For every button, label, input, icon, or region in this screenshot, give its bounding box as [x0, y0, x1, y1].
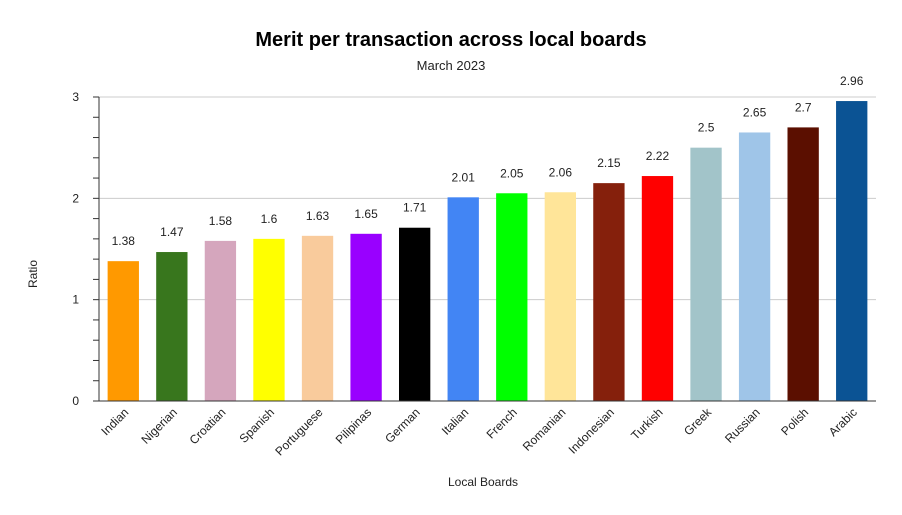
x-tick-label-pilipinas: Pilipinas: [333, 405, 375, 447]
x-tick-label-italian: Italian: [439, 405, 472, 438]
x-tick-label-russian: Russian: [722, 405, 763, 446]
bar-french: [496, 193, 528, 401]
x-tick-label-turkish: Turkish: [628, 405, 665, 442]
bar-greek: [690, 147, 722, 401]
data-label-indian: 1.38: [112, 234, 136, 248]
x-tick-label-french: French: [484, 405, 520, 441]
chart-title: Merit per transaction across local board…: [255, 29, 646, 51]
bar-pilipinas: [350, 233, 382, 401]
data-label-polish: 2.7: [795, 100, 812, 114]
x-tick-label-romanian: Romanian: [520, 405, 569, 454]
x-tick-label-arabic: Arabic: [826, 405, 860, 439]
data-labels: 1.38 1.47 1.58 1.6 1.63 1.65 1.71 2.01 2.05 2.06 2…: [112, 74, 864, 248]
x-tick-label-nigerian: Nigerian: [138, 405, 180, 447]
data-label-french: 2.05: [500, 166, 524, 180]
x-tick-label-indian: Indian: [98, 405, 131, 438]
data-label-pilipinas: 1.65: [354, 207, 378, 221]
chart-subtitle: March 2023: [417, 58, 486, 73]
y-tick-label: 1: [72, 293, 79, 307]
bar-indian: [107, 261, 139, 401]
x-axis-label: Local Boards: [448, 475, 518, 489]
bar-indonesian: [593, 183, 625, 401]
x-tick-label-croatian: Croatian: [187, 405, 229, 447]
y-tick-label: 3: [72, 90, 79, 104]
x-tick-label-polish: Polish: [778, 405, 811, 438]
data-label-german: 1.71: [403, 201, 427, 215]
data-label-arabic: 2.96: [840, 74, 864, 88]
x-tick-label-spanish: Spanish: [237, 405, 278, 446]
data-label-italian: 2.01: [452, 170, 476, 184]
bar-romanian: [544, 192, 577, 401]
bar-polish: [787, 127, 819, 402]
data-label-indonesian: 2.15: [597, 156, 621, 170]
bar-nigerian: [156, 252, 188, 401]
x-tick-label-german: German: [382, 405, 423, 446]
x-tick-label-indonesian: Indonesian: [566, 405, 617, 456]
data-label-turkish: 2.22: [646, 149, 670, 163]
data-label-romanian: 2.06: [549, 165, 573, 179]
bar-russian: [738, 132, 771, 401]
y-tick-label: 2: [72, 191, 79, 205]
x-tick-label-portuguese: Portuguese: [272, 405, 326, 459]
bar-arabic: [836, 101, 868, 401]
bar-turkish: [641, 176, 674, 401]
data-label-spanish: 1.6: [261, 212, 278, 226]
bar-italian: [447, 197, 479, 401]
data-label-russian: 2.65: [743, 105, 767, 119]
data-label-portuguese: 1.63: [306, 209, 330, 223]
data-label-greek: 2.5: [698, 121, 715, 135]
bar-portuguese: [301, 235, 334, 401]
data-label-nigerian: 1.47: [160, 225, 184, 239]
y-tick-label: 0: [72, 394, 79, 408]
data-label-croatian: 1.58: [209, 214, 233, 228]
bar-spanish: [253, 238, 285, 401]
bar-german: [398, 227, 431, 401]
x-tick-label-greek: Greek: [681, 405, 715, 439]
bar-croatian: [204, 240, 237, 401]
bars: [107, 101, 868, 402]
y-axis-label: Ratio: [26, 260, 40, 288]
